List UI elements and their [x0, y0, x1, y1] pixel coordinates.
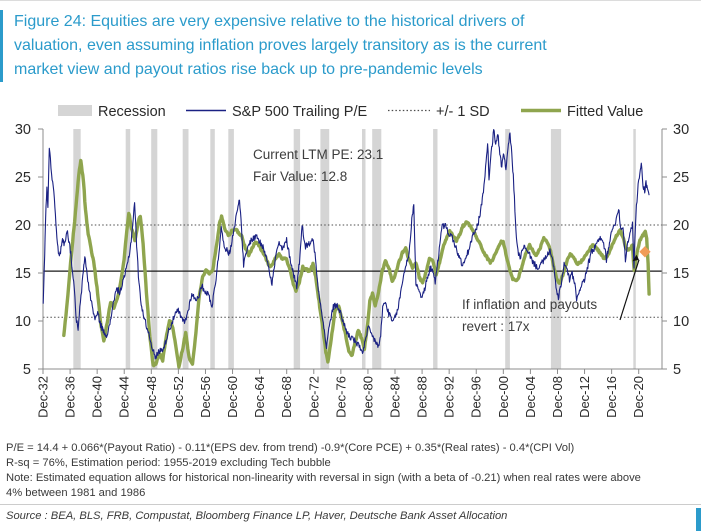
- x-label: Dec-56: [198, 376, 213, 418]
- valuation-chart: 5 10 15 20 25 30 5 10 15 20 25 30 Dec-32 Dec-36 Dec-40…: [15, 104, 689, 418]
- figure-title: Figure 24: Equities are very expensive r…: [0, 10, 686, 82]
- sp500-trailing-pe-line: [42, 129, 650, 360]
- x-label: Dec-84: [388, 376, 403, 418]
- x-label: Dec-44: [117, 376, 132, 418]
- recession-band: [151, 129, 158, 369]
- recession-band: [372, 129, 382, 369]
- axes: [38, 128, 667, 374]
- recession-band: [125, 129, 131, 369]
- legend-label: +/- 1 SD: [436, 104, 490, 120]
- y-label: 25: [673, 170, 689, 186]
- x-label: Dec-76: [333, 376, 348, 418]
- y-label: 30: [673, 122, 689, 138]
- x-label: Dec-48: [144, 376, 159, 418]
- recession-band: [293, 129, 301, 369]
- annotation-revert-line-1: If inflation and payouts: [462, 297, 597, 312]
- y-label: 20: [15, 218, 31, 234]
- x-label: Dec-32: [36, 376, 51, 418]
- x-label: Dec-72: [306, 376, 321, 418]
- legend-item-fitted-value: Fitted Value: [521, 104, 643, 120]
- x-axis-labels: Dec-32 Dec-36 Dec-40 Dec-44 Dec-48 Dec-52 Dec-…: [36, 376, 647, 418]
- footnote-note-line-2: 4% between 1981 and 1986: [6, 487, 146, 499]
- recession-band: [433, 129, 438, 369]
- y-label: 15: [15, 266, 31, 282]
- legend-label: Recession: [98, 104, 166, 120]
- x-label: Dec-00: [496, 376, 511, 418]
- revert-arrowhead-icon: [632, 254, 639, 262]
- x-label: Dec-52: [171, 376, 186, 418]
- recession-band: [228, 129, 234, 369]
- recession-band: [550, 129, 562, 369]
- y-label: 15: [673, 266, 689, 282]
- recession-band: [505, 129, 510, 369]
- x-label: Dec-60: [225, 376, 240, 418]
- recession-band: [210, 129, 215, 369]
- x-label: Dec-20: [631, 376, 646, 418]
- y-label: 25: [15, 170, 31, 186]
- legend-swatch-band: [58, 105, 92, 116]
- legend-item--1-sd: +/- 1 SD: [388, 104, 490, 120]
- chart-legend: Recession S&P 500 Trailing P/E +/- 1 SD Fit…: [58, 104, 643, 120]
- y-label: 30: [15, 122, 31, 138]
- x-label: Dec-88: [415, 376, 430, 418]
- x-label: Dec-08: [550, 376, 565, 418]
- x-label: Dec-92: [442, 376, 457, 418]
- source-attribution: Source : BEA, BLS, FRB, Compustat, Bloom…: [6, 510, 508, 522]
- footnote-note-line-1: Note: Estimated equation allows for hist…: [6, 472, 641, 484]
- y-label: 5: [673, 362, 681, 378]
- y-label: 10: [673, 314, 689, 330]
- chart-annotations: Current LTM PE: 23.1 Fair Value: 12.8 If i…: [253, 147, 597, 334]
- recession-band: [320, 129, 330, 369]
- x-label: Dec-68: [279, 376, 294, 418]
- x-label: Dec-40: [90, 376, 105, 418]
- page-corner-accent: [696, 508, 701, 531]
- y-axis-labels-right: 5 10 15 20 25 30: [673, 122, 689, 378]
- legend-label: Fitted Value: [567, 104, 643, 120]
- recession-band: [73, 129, 81, 369]
- legend-label: S&P 500 Trailing P/E: [232, 104, 367, 120]
- legend-item-recession: Recession: [58, 104, 166, 120]
- recession-band: [362, 129, 366, 369]
- y-label: 5: [23, 362, 31, 378]
- legend-item-s-p-500-trailing-p-e: S&P 500 Trailing P/E: [186, 104, 367, 120]
- annotation-revert-line-2: revert : 17x: [462, 319, 530, 334]
- annotation-current-ltm-pe: Current LTM PE: 23.1: [253, 147, 383, 162]
- y-axis-labels-left: 5 10 15 20 25 30: [15, 122, 31, 378]
- footer-divider: [0, 504, 701, 505]
- y-label: 20: [673, 218, 689, 234]
- x-label: Dec-16: [604, 376, 619, 418]
- x-label: Dec-36: [63, 376, 78, 418]
- footnote-rsq: R-sq = 76%, Estimation period: 1955-2019…: [6, 457, 331, 469]
- figure-title-line-3: market view and payout ratios rise back …: [14, 61, 483, 78]
- footnote-equation: P/E = 14.4 + 0.066*(Payout Ratio) - 0.11…: [6, 442, 575, 454]
- x-label: Dec-64: [252, 376, 267, 418]
- x-label: Dec-12: [577, 376, 592, 418]
- recession-band: [182, 129, 189, 369]
- y-label: 10: [15, 314, 31, 330]
- revert-arrow-line: [619, 259, 640, 321]
- chart-footnotes: P/E = 14.4 + 0.066*(Payout Ratio) - 0.11…: [6, 441, 698, 501]
- x-label: Dec-96: [469, 376, 484, 418]
- x-label: Dec-04: [523, 376, 538, 418]
- figure-title-line-1: Figure 24: Equities are very expensive r…: [14, 13, 525, 30]
- annotation-fair-value: Fair Value: 12.8: [253, 169, 347, 184]
- x-label: Dec-80: [360, 376, 375, 418]
- figure-title-line-2: valuation, even assuming inflation prove…: [14, 37, 547, 54]
